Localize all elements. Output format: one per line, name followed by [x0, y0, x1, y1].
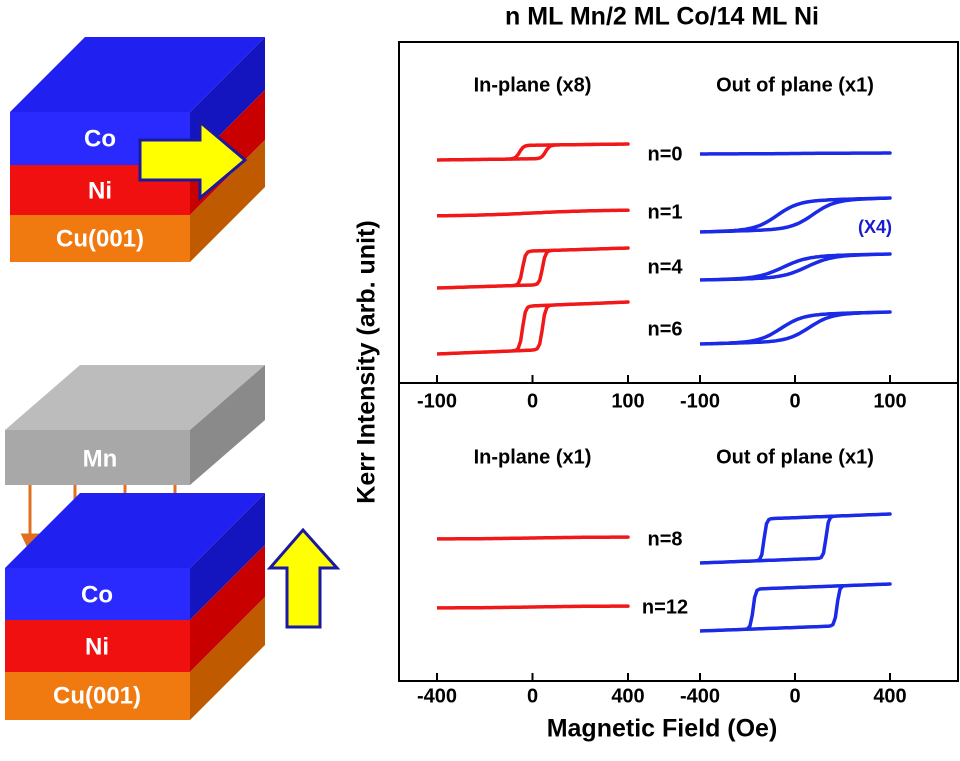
stack-diagram-bottom: Mn Co Ni Cu(001): [5, 365, 341, 720]
magnetization-arrow: [138, 118, 248, 202]
row-label: n=0: [647, 143, 682, 165]
panel-header: In-plane (x8): [474, 74, 592, 96]
x-tick-label: 400: [611, 685, 644, 707]
row-label: n=4: [647, 256, 683, 278]
x-tick-label: 100: [873, 390, 906, 412]
x-tick-label: 0: [789, 390, 800, 412]
figure-title: n ML Mn/2 ML Co/14 ML Ni: [505, 3, 819, 31]
frame: [398, 41, 959, 682]
row-label: n=6: [647, 318, 682, 340]
hysteresis-loop: [437, 208, 630, 218]
row-label: n=1: [647, 201, 682, 223]
layer-label: Ni: [85, 633, 109, 660]
layer-label: Co: [81, 581, 113, 608]
panel-header: Out of plane (x1): [716, 446, 874, 468]
hysteresis-loop: [699, 310, 892, 346]
hysteresis-loop: [436, 246, 630, 290]
hysteresis-loop: [699, 252, 892, 282]
scale-note: (X4): [858, 217, 892, 237]
x-tick-label: 0: [527, 685, 538, 707]
x-axis-label: Magnetic Field (Oe): [547, 715, 778, 743]
y-axis-label: Kerr Intensity (arb. unit): [353, 220, 381, 503]
x-tick-label: -400: [680, 685, 720, 707]
layer-label: Mn: [83, 445, 118, 472]
x-tick-label: 100: [611, 390, 644, 412]
x-tick-label: 0: [527, 390, 538, 412]
layer-label: Ni: [88, 177, 112, 204]
x-tick-label: -100: [417, 390, 457, 412]
plots: -100 0 100 In-plane (x8) -100 0 100 Out of plan…: [417, 74, 907, 707]
panel-header: In-plane (x1): [474, 446, 592, 468]
x-tick-label: 0: [789, 685, 800, 707]
hysteresis-loop: [437, 142, 630, 162]
hysteresis-loop: [699, 512, 892, 565]
layer-label: Cu(001): [53, 682, 141, 709]
layer-label: Co: [84, 125, 116, 152]
x-tick-label: -100: [680, 390, 720, 412]
hysteresis-loop: [700, 151, 892, 156]
hysteresis-loop: [436, 300, 630, 356]
panel-header: Out of plane (x1): [716, 74, 874, 96]
row-label: n=12: [642, 596, 688, 618]
hysteresis-loop: [699, 582, 892, 633]
hysteresis-loop: [437, 535, 630, 541]
row-label: n=8: [647, 528, 682, 550]
hysteresis-loop: [699, 196, 892, 234]
hysteresis-loop: [437, 604, 630, 610]
x-tick-label: -400: [417, 685, 457, 707]
layer-label: Cu(001): [56, 225, 144, 252]
x-tick-label: 400: [873, 685, 906, 707]
magnetization-arrow: [266, 527, 341, 629]
stack-diagram-top: Co Ni Cu(001): [10, 37, 265, 262]
